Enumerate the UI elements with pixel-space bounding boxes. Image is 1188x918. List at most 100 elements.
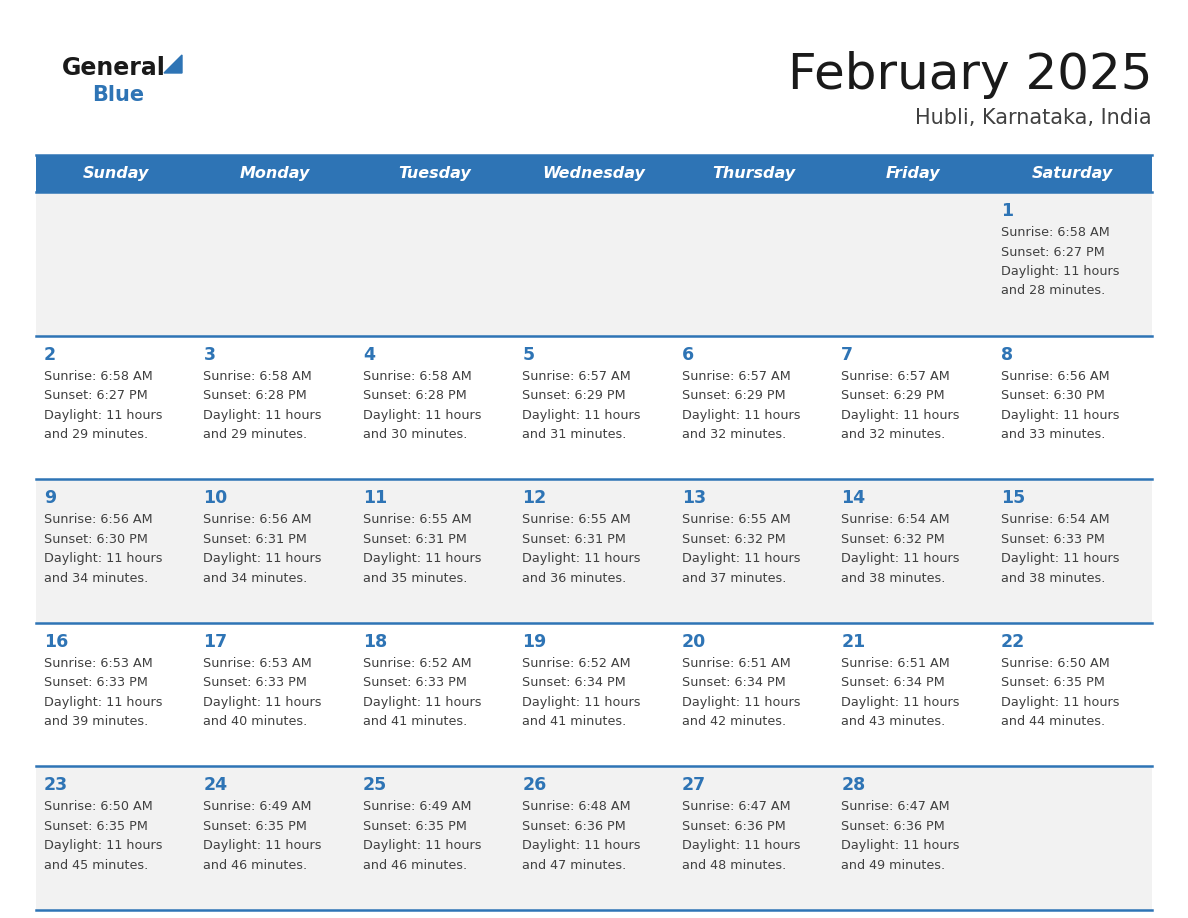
Text: Sunrise: 6:53 AM: Sunrise: 6:53 AM <box>44 656 153 670</box>
Text: 3: 3 <box>203 345 215 364</box>
Text: Daylight: 11 hours: Daylight: 11 hours <box>1000 696 1119 709</box>
Text: 14: 14 <box>841 489 865 508</box>
Text: Sunset: 6:33 PM: Sunset: 6:33 PM <box>44 677 147 689</box>
Text: and 38 minutes.: and 38 minutes. <box>1000 572 1105 585</box>
Text: and 39 minutes.: and 39 minutes. <box>44 715 148 728</box>
Text: Sunrise: 6:57 AM: Sunrise: 6:57 AM <box>682 370 790 383</box>
Text: Sunset: 6:33 PM: Sunset: 6:33 PM <box>362 677 467 689</box>
Text: Sunrise: 6:55 AM: Sunrise: 6:55 AM <box>523 513 631 526</box>
Text: and 32 minutes.: and 32 minutes. <box>682 428 786 442</box>
Text: Daylight: 11 hours: Daylight: 11 hours <box>1000 265 1119 278</box>
Text: Sunrise: 6:53 AM: Sunrise: 6:53 AM <box>203 656 312 670</box>
Text: Sunrise: 6:51 AM: Sunrise: 6:51 AM <box>682 656 790 670</box>
Text: Sunrise: 6:56 AM: Sunrise: 6:56 AM <box>44 513 152 526</box>
Text: and 28 minutes.: and 28 minutes. <box>1000 285 1105 297</box>
Text: Sunrise: 6:58 AM: Sunrise: 6:58 AM <box>203 370 312 383</box>
Text: 19: 19 <box>523 633 546 651</box>
Text: and 37 minutes.: and 37 minutes. <box>682 572 786 585</box>
Text: Sunset: 6:33 PM: Sunset: 6:33 PM <box>1000 532 1105 545</box>
Text: Daylight: 11 hours: Daylight: 11 hours <box>362 839 481 853</box>
Text: Sunset: 6:32 PM: Sunset: 6:32 PM <box>841 532 944 545</box>
Text: Daylight: 11 hours: Daylight: 11 hours <box>841 409 960 421</box>
Text: Sunrise: 6:58 AM: Sunrise: 6:58 AM <box>44 370 153 383</box>
Text: 2: 2 <box>44 345 56 364</box>
Text: Sunrise: 6:52 AM: Sunrise: 6:52 AM <box>362 656 472 670</box>
Text: Sunrise: 6:56 AM: Sunrise: 6:56 AM <box>203 513 312 526</box>
Text: and 32 minutes.: and 32 minutes. <box>841 428 946 442</box>
Text: 21: 21 <box>841 633 865 651</box>
Text: Wednesday: Wednesday <box>543 166 645 181</box>
Text: Daylight: 11 hours: Daylight: 11 hours <box>682 839 801 853</box>
Text: and 34 minutes.: and 34 minutes. <box>44 572 148 585</box>
Text: and 34 minutes.: and 34 minutes. <box>203 572 308 585</box>
Text: Sunset: 6:29 PM: Sunset: 6:29 PM <box>841 389 944 402</box>
Text: 13: 13 <box>682 489 706 508</box>
Text: Sunset: 6:33 PM: Sunset: 6:33 PM <box>203 677 308 689</box>
Text: Sunrise: 6:49 AM: Sunrise: 6:49 AM <box>203 800 312 813</box>
Text: Sunset: 6:28 PM: Sunset: 6:28 PM <box>362 389 467 402</box>
Text: Sunrise: 6:57 AM: Sunrise: 6:57 AM <box>841 370 950 383</box>
Text: Sunrise: 6:50 AM: Sunrise: 6:50 AM <box>1000 656 1110 670</box>
Bar <box>36 155 1152 192</box>
Text: Sunset: 6:35 PM: Sunset: 6:35 PM <box>362 820 467 833</box>
Text: February 2025: February 2025 <box>788 51 1152 99</box>
Text: Daylight: 11 hours: Daylight: 11 hours <box>523 409 640 421</box>
Text: Sunset: 6:29 PM: Sunset: 6:29 PM <box>682 389 785 402</box>
Text: 23: 23 <box>44 777 68 794</box>
Text: Thursday: Thursday <box>712 166 795 181</box>
Bar <box>36 336 1152 479</box>
Text: Daylight: 11 hours: Daylight: 11 hours <box>203 839 322 853</box>
Text: and 43 minutes.: and 43 minutes. <box>841 715 946 728</box>
Text: Daylight: 11 hours: Daylight: 11 hours <box>841 696 960 709</box>
Text: 15: 15 <box>1000 489 1025 508</box>
Text: Sunset: 6:31 PM: Sunset: 6:31 PM <box>362 532 467 545</box>
Text: Daylight: 11 hours: Daylight: 11 hours <box>362 409 481 421</box>
Text: Daylight: 11 hours: Daylight: 11 hours <box>362 696 481 709</box>
Text: 27: 27 <box>682 777 706 794</box>
Text: Sunset: 6:27 PM: Sunset: 6:27 PM <box>44 389 147 402</box>
Text: Monday: Monday <box>240 166 310 181</box>
Text: Sunrise: 6:52 AM: Sunrise: 6:52 AM <box>523 656 631 670</box>
Text: Daylight: 11 hours: Daylight: 11 hours <box>1000 553 1119 565</box>
Text: Daylight: 11 hours: Daylight: 11 hours <box>362 553 481 565</box>
Text: and 41 minutes.: and 41 minutes. <box>523 715 626 728</box>
Text: Sunset: 6:27 PM: Sunset: 6:27 PM <box>1000 245 1105 259</box>
Text: 16: 16 <box>44 633 68 651</box>
Bar <box>36 622 1152 767</box>
Text: General: General <box>62 56 166 80</box>
Text: Daylight: 11 hours: Daylight: 11 hours <box>841 553 960 565</box>
Text: Tuesday: Tuesday <box>398 166 470 181</box>
Text: and 46 minutes.: and 46 minutes. <box>203 859 308 872</box>
Bar <box>36 479 1152 622</box>
Text: and 33 minutes.: and 33 minutes. <box>1000 428 1105 442</box>
Text: Sunset: 6:31 PM: Sunset: 6:31 PM <box>523 532 626 545</box>
Text: 18: 18 <box>362 633 387 651</box>
Text: and 29 minutes.: and 29 minutes. <box>203 428 308 442</box>
Text: Sunrise: 6:58 AM: Sunrise: 6:58 AM <box>362 370 472 383</box>
Text: 5: 5 <box>523 345 535 364</box>
Text: Sunset: 6:35 PM: Sunset: 6:35 PM <box>203 820 308 833</box>
Text: Sunrise: 6:55 AM: Sunrise: 6:55 AM <box>682 513 790 526</box>
Text: Sunset: 6:34 PM: Sunset: 6:34 PM <box>523 677 626 689</box>
Bar <box>36 767 1152 910</box>
Text: Sunrise: 6:47 AM: Sunrise: 6:47 AM <box>682 800 790 813</box>
Text: Daylight: 11 hours: Daylight: 11 hours <box>44 696 163 709</box>
Text: and 47 minutes.: and 47 minutes. <box>523 859 626 872</box>
Text: Sunrise: 6:49 AM: Sunrise: 6:49 AM <box>362 800 472 813</box>
Text: Daylight: 11 hours: Daylight: 11 hours <box>523 839 640 853</box>
Text: 12: 12 <box>523 489 546 508</box>
Text: and 49 minutes.: and 49 minutes. <box>841 859 946 872</box>
Text: and 40 minutes.: and 40 minutes. <box>203 715 308 728</box>
Text: Sunday: Sunday <box>82 166 148 181</box>
Text: Sunset: 6:30 PM: Sunset: 6:30 PM <box>1000 389 1105 402</box>
Text: 1: 1 <box>1000 202 1012 220</box>
Text: Sunset: 6:34 PM: Sunset: 6:34 PM <box>841 677 944 689</box>
Text: and 44 minutes.: and 44 minutes. <box>1000 715 1105 728</box>
Text: 7: 7 <box>841 345 853 364</box>
Text: Daylight: 11 hours: Daylight: 11 hours <box>44 839 163 853</box>
Text: Sunset: 6:36 PM: Sunset: 6:36 PM <box>841 820 944 833</box>
Text: 4: 4 <box>362 345 375 364</box>
Text: and 42 minutes.: and 42 minutes. <box>682 715 785 728</box>
Text: Sunset: 6:32 PM: Sunset: 6:32 PM <box>682 532 785 545</box>
Text: Sunset: 6:36 PM: Sunset: 6:36 PM <box>523 820 626 833</box>
